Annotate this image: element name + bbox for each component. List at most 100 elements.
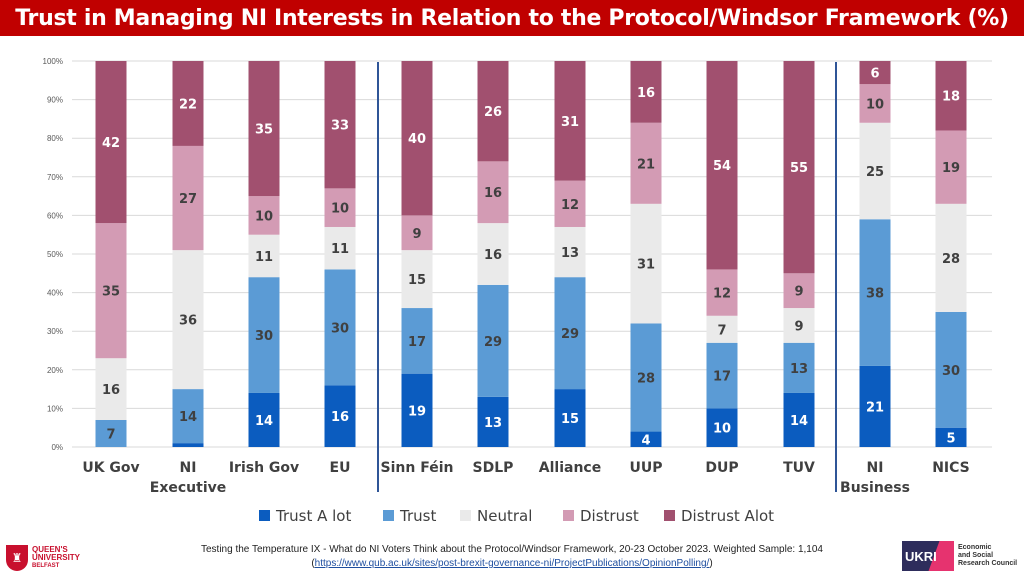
bar-segment	[935, 311, 967, 428]
y-tick-label: 100%	[43, 57, 63, 66]
bar-segment	[935, 203, 967, 312]
data-label: 27	[179, 192, 197, 207]
bar-segment	[554, 180, 586, 227]
data-label: 13	[790, 362, 808, 377]
bar-segment	[324, 61, 356, 189]
bar-segment	[859, 122, 891, 220]
legend-label: Distrust Alot	[681, 507, 774, 525]
data-label: 19	[408, 404, 426, 419]
bar-segment	[554, 61, 586, 181]
data-label: 25	[866, 165, 884, 180]
bar-segment	[935, 427, 967, 447]
bar-segment	[95, 358, 127, 420]
bar-segment	[477, 223, 509, 285]
y-tick-label: 80%	[47, 134, 63, 143]
x-tick-label: NI	[180, 460, 197, 476]
data-label: 15	[561, 412, 579, 427]
y-tick-label: 30%	[47, 327, 63, 336]
data-label: 7	[717, 323, 726, 338]
data-label: 38	[866, 287, 884, 302]
x-tick-label: Sinn Féin	[381, 460, 454, 476]
data-label: 17	[713, 370, 731, 385]
bar-segment	[95, 419, 127, 447]
bar-segment	[324, 188, 356, 227]
data-label: 30	[942, 364, 960, 379]
data-label: 10	[866, 97, 884, 112]
bar-segment	[248, 61, 280, 197]
data-label: 9	[794, 285, 803, 300]
y-tick-label: 10%	[47, 404, 63, 413]
bar-segment	[172, 145, 204, 251]
qub-line-1: QUEEN'S	[32, 545, 68, 554]
data-label: 21	[866, 400, 884, 415]
data-label: 29	[561, 327, 579, 342]
bar-segment	[630, 122, 662, 204]
bar-segment	[706, 342, 738, 409]
bar-segment	[859, 61, 891, 85]
esrc-line-3: Research Council	[958, 560, 1018, 567]
bar-segment	[783, 273, 815, 309]
data-label: 29	[484, 335, 502, 350]
esrc-wordmark: Economic and Social Research Council	[958, 544, 1017, 568]
data-label: 14	[790, 414, 808, 429]
bar-segment	[248, 277, 280, 393]
data-label: 11	[255, 250, 273, 265]
data-label: 42	[102, 136, 120, 151]
bar-segment	[477, 61, 509, 162]
data-label: 16	[331, 410, 349, 425]
qub-shield-icon: ♜	[6, 545, 28, 571]
data-label: 16	[484, 248, 502, 263]
data-label: 16	[102, 383, 120, 398]
x-tick-label: TUV	[783, 460, 815, 476]
data-label: 10	[331, 202, 349, 217]
qub-line-2: UNIVERSITY	[32, 553, 81, 562]
bar-segment	[401, 308, 433, 374]
source-note: Testing the Temperature IX - What do NI …	[150, 543, 874, 571]
data-label: 26	[484, 105, 502, 120]
source-link[interactable]: https://www.qub.ac.uk/sites/post-brexit-…	[314, 558, 710, 569]
bar-segment	[859, 219, 891, 366]
bar-segment	[401, 250, 433, 309]
data-label: 31	[561, 115, 579, 130]
x-tick-label: UK Gov	[82, 460, 139, 476]
bar-segment	[172, 389, 204, 444]
qub-logo: ♜ QUEEN'S UNIVERSITY BELFAST	[6, 545, 80, 571]
y-tick-label: 20%	[47, 366, 63, 375]
data-label: 21	[637, 157, 655, 172]
bar-segment	[248, 392, 280, 447]
x-tick-label: UUP	[630, 460, 663, 476]
data-label: 35	[102, 285, 120, 300]
bar-segment	[477, 161, 509, 224]
bar-segment	[783, 342, 815, 393]
bar-segment	[248, 196, 280, 235]
data-label: 55	[790, 161, 808, 176]
bar-segment	[95, 61, 127, 224]
legend-swatch	[563, 510, 574, 521]
data-label: 12	[561, 198, 579, 213]
data-label: 30	[331, 321, 349, 336]
data-label: 9	[794, 319, 803, 334]
data-label: 4	[641, 433, 650, 448]
data-label: 30	[255, 329, 273, 344]
bar-segment	[554, 226, 586, 278]
bar-segment	[554, 389, 586, 447]
data-label: 54	[713, 159, 731, 174]
bar-segment	[324, 269, 356, 386]
bar-segment	[630, 61, 662, 123]
data-label: 12	[713, 287, 731, 302]
source-link-line: (https://www.qub.ac.uk/sites/post-brexit…	[150, 557, 874, 571]
bar-segment	[172, 61, 204, 146]
legend-swatch	[664, 510, 675, 521]
bar-segment	[935, 130, 967, 204]
bar-segment	[401, 373, 433, 447]
bar-segment	[324, 385, 356, 447]
data-label: 6	[870, 67, 879, 82]
bar-segment	[706, 408, 738, 447]
ukri-esrc-logo: UKRI Economic and Social Research Counci…	[902, 541, 1017, 571]
bar-segment	[783, 308, 815, 343]
data-label: 28	[637, 372, 655, 387]
legend-label: Trust	[399, 507, 436, 525]
source-open-paren: (	[311, 558, 315, 569]
data-label: 31	[637, 258, 655, 273]
x-tick-label: Executive	[150, 480, 226, 496]
